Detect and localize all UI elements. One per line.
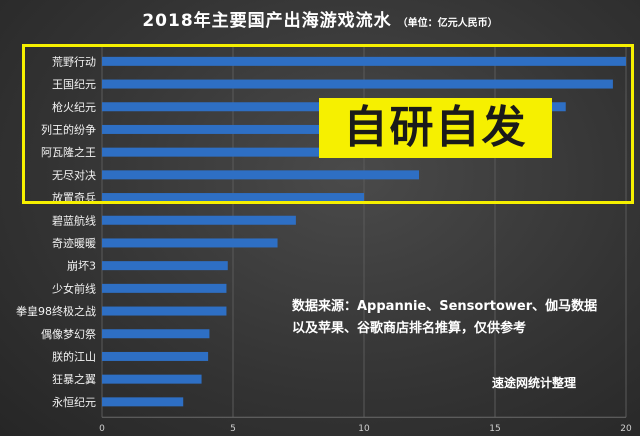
bar — [102, 170, 420, 180]
category-label: 崩坏3 — [67, 259, 96, 273]
bar — [102, 283, 227, 293]
category-label: 王国纪元 — [52, 78, 96, 91]
bar — [102, 124, 503, 134]
x-tick-label: 15 — [489, 424, 500, 434]
bar — [102, 79, 613, 89]
bar — [102, 215, 296, 225]
credit-note: 速途网统计整理 — [492, 376, 577, 390]
bar — [102, 351, 209, 361]
chart-title: 2018年主要国产出海游戏流水 （单位：亿元人民币） — [0, 6, 640, 31]
chart-title-text: 2018年主要国产出海游戏流水 — [142, 11, 392, 31]
x-tick-label: 0 — [99, 424, 105, 434]
data-source-line-1: 数据来源：Appannie、Sensortower、伽马数据 — [292, 299, 598, 314]
category-label: 碧蓝航线 — [52, 213, 96, 227]
bar — [102, 329, 210, 339]
x-tick-label: 20 — [620, 424, 632, 434]
bar — [102, 193, 364, 203]
x-tick-label: 5 — [230, 424, 236, 434]
category-label: 少女前线 — [52, 281, 96, 295]
bar — [102, 374, 202, 384]
category-label: 偶像梦幻祭 — [41, 328, 96, 341]
x-tick-label: 10 — [358, 424, 370, 434]
category-label: 永恒纪元 — [52, 395, 96, 409]
bar — [102, 147, 477, 157]
highlight-box — [22, 44, 634, 204]
category-label: 列王的纷争 — [41, 122, 96, 136]
highlight-label: 自研自发 — [319, 98, 552, 158]
bar — [102, 56, 626, 66]
category-label: 奇迹暖暖 — [52, 237, 96, 250]
bar — [102, 397, 184, 407]
data-source-line-2: 以及苹果、谷歌商店排名推算，仅供参考 — [292, 321, 527, 336]
category-label: 拳皇98终极之战 — [16, 304, 96, 318]
data-source-note: 数据来源：Appannie、Sensortower、伽马数据 以及苹果、谷歌商店… — [292, 296, 597, 340]
category-label: 无尽对决 — [52, 168, 96, 182]
category-label: 朕的江山 — [52, 349, 96, 363]
chart-unit: （单位：亿元人民币） — [397, 18, 498, 29]
category-label: 阿瓦隆之王 — [41, 145, 96, 159]
category-label: 荒野行动 — [52, 55, 96, 68]
category-label: 枪火纪元 — [52, 100, 96, 114]
category-label: 狂暴之翼 — [52, 372, 96, 386]
bar — [102, 306, 227, 316]
bar — [102, 238, 278, 248]
bar — [102, 261, 228, 271]
